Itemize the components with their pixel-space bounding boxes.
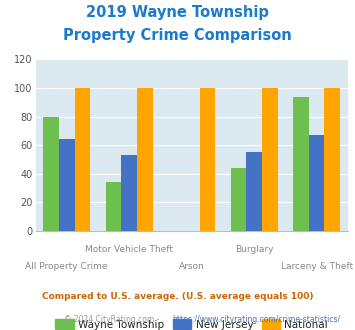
Legend: Wayne Township, New Jersey, National: Wayne Township, New Jersey, National bbox=[51, 315, 332, 330]
Text: Motor Vehicle Theft: Motor Vehicle Theft bbox=[85, 245, 173, 254]
Text: https://www.cityrating.com/crime-statistics/: https://www.cityrating.com/crime-statist… bbox=[172, 315, 340, 324]
Bar bbox=[59, 140, 75, 231]
Bar bbox=[293, 97, 309, 231]
Text: Compared to U.S. average. (U.S. average equals 100): Compared to U.S. average. (U.S. average … bbox=[42, 292, 313, 301]
Text: Larceny & Theft: Larceny & Theft bbox=[280, 262, 353, 271]
Text: Property Crime Comparison: Property Crime Comparison bbox=[63, 28, 292, 43]
Text: © 2024 CityRating.com -: © 2024 CityRating.com - bbox=[64, 315, 162, 324]
Text: All Property Crime: All Property Crime bbox=[26, 262, 108, 271]
Text: 2019 Wayne Township: 2019 Wayne Township bbox=[86, 5, 269, 20]
Bar bbox=[106, 182, 121, 231]
Bar bbox=[75, 88, 90, 231]
Bar bbox=[43, 116, 59, 231]
Bar bbox=[137, 88, 153, 231]
Bar bbox=[121, 155, 137, 231]
Bar bbox=[246, 152, 262, 231]
Bar bbox=[231, 168, 246, 231]
Bar bbox=[309, 135, 324, 231]
Text: Burglary: Burglary bbox=[235, 245, 273, 254]
Bar bbox=[262, 88, 278, 231]
Text: Arson: Arson bbox=[179, 262, 204, 271]
Bar bbox=[324, 88, 340, 231]
Bar bbox=[200, 88, 215, 231]
